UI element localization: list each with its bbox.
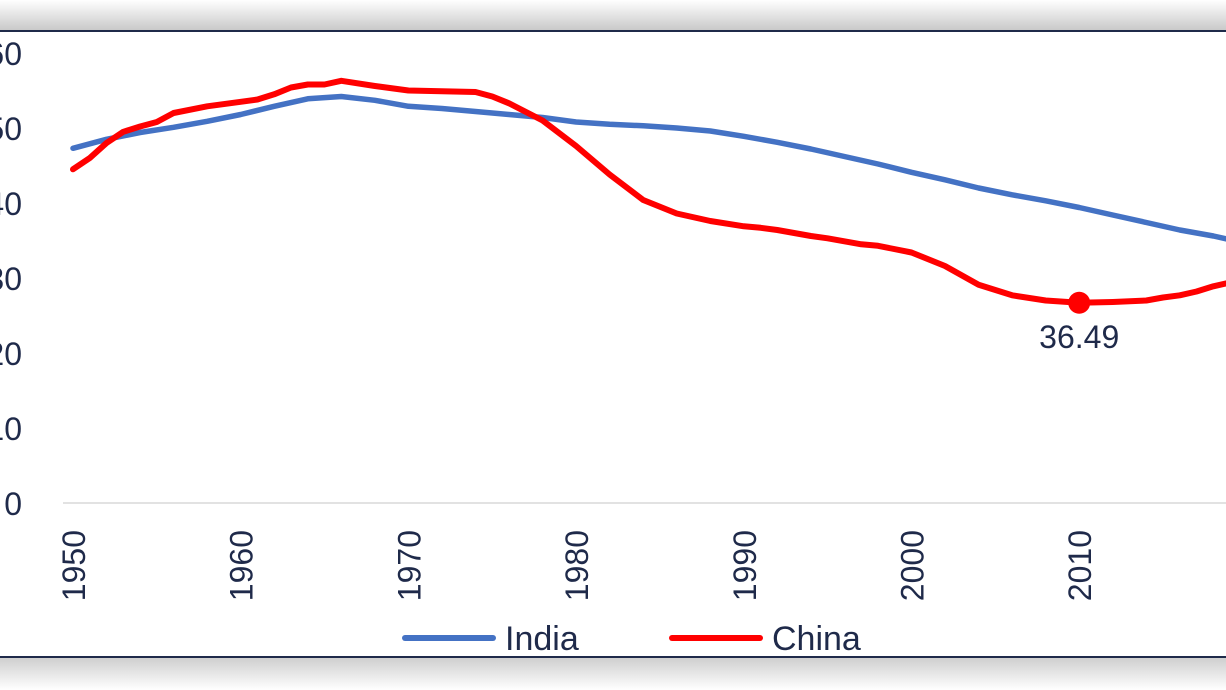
x-tick-label: 2000 (895, 530, 931, 601)
y-tick-label: 20 (0, 336, 22, 372)
annotation: 36.49 (1039, 291, 1119, 355)
y-tick-label: 40 (0, 186, 22, 222)
legend-label-china: China (772, 620, 861, 658)
chart-box (0, 30, 1226, 658)
y-tick-label: 10 (0, 411, 22, 447)
x-axis-ticks: 1950 1960 1970 1980 1990 2000 2010 (56, 530, 1098, 601)
x-tick-label: 2010 (1062, 530, 1098, 601)
x-tick-label: 1990 (727, 530, 763, 601)
x-tick-label: 1980 (559, 530, 595, 601)
series-line-china (70, 77, 1226, 306)
y-axis-ticks: 010203040506070 (0, 36, 22, 522)
x-tick-label: 1950 (56, 530, 92, 601)
annotation-marker (1068, 291, 1091, 314)
x-tick-label: 1970 (391, 530, 427, 601)
legend: India China (402, 620, 861, 658)
y-tick-label: 50 (0, 111, 22, 147)
y-tick-label: 60 (0, 36, 22, 72)
top-shadow (0, 0, 1226, 30)
y-tick-label: 0 (4, 486, 22, 522)
y-tick-label: 30 (0, 261, 22, 297)
annotation-label: 36.49 (1039, 319, 1119, 355)
bottom-shadow (0, 658, 1226, 690)
x-tick-label: 1960 (224, 530, 260, 601)
legend-label-india: India (505, 620, 579, 658)
series-line-india (70, 93, 1226, 242)
series-lines (70, 77, 1226, 306)
